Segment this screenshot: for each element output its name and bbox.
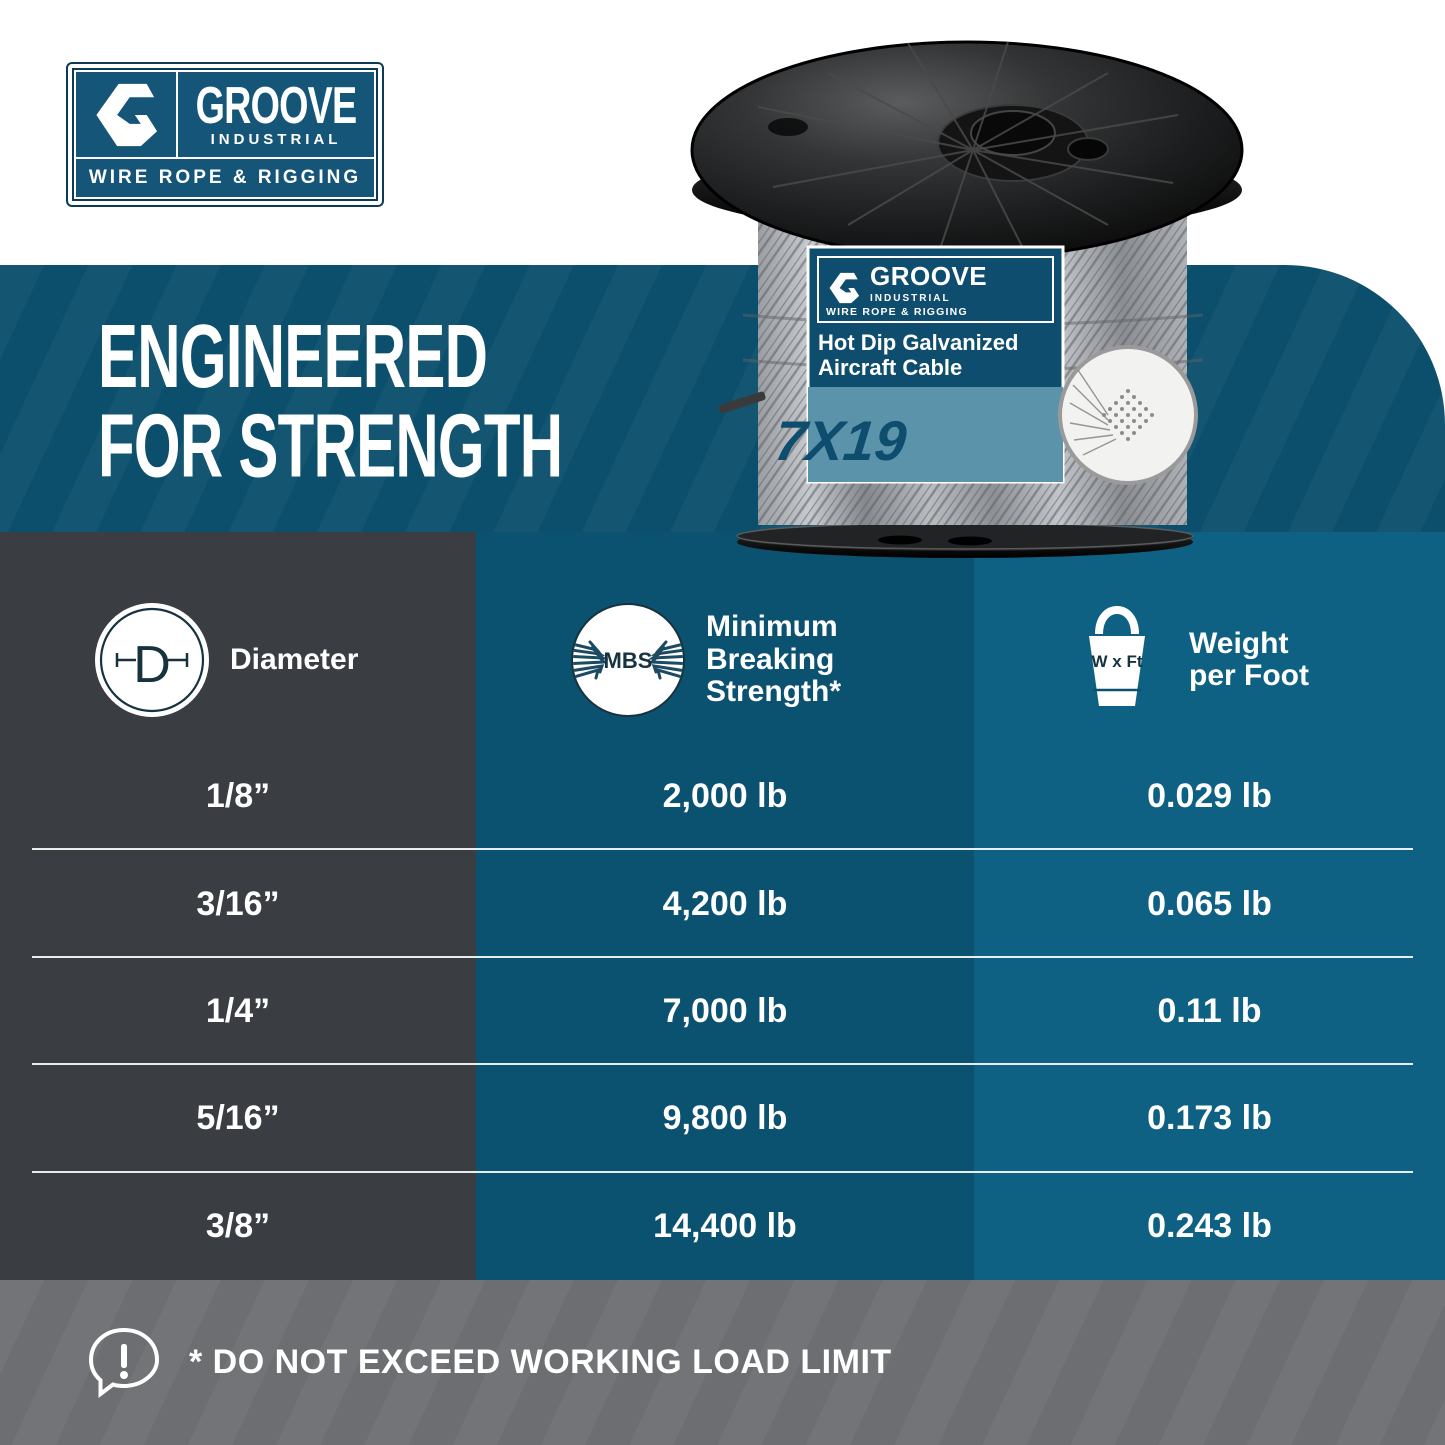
svg-text:MBS: MBS <box>604 648 653 673</box>
svg-text:WIRE ROPE & RIGGING: WIRE ROPE & RIGGING <box>826 306 968 318</box>
svg-text:7X19: 7X19 <box>772 409 909 472</box>
svg-text:W x Ft: W x Ft <box>1092 652 1143 671</box>
svg-text:INDUSTRIAL: INDUSTRIAL <box>870 293 951 304</box>
svg-text:Aircraft Cable: Aircraft Cable <box>818 355 962 380</box>
svg-text:Hot Dip Galvanized: Hot Dip Galvanized <box>818 330 1018 355</box>
svg-text:GROOVE: GROOVE <box>870 261 987 291</box>
svg-text:D: D <box>133 636 171 694</box>
